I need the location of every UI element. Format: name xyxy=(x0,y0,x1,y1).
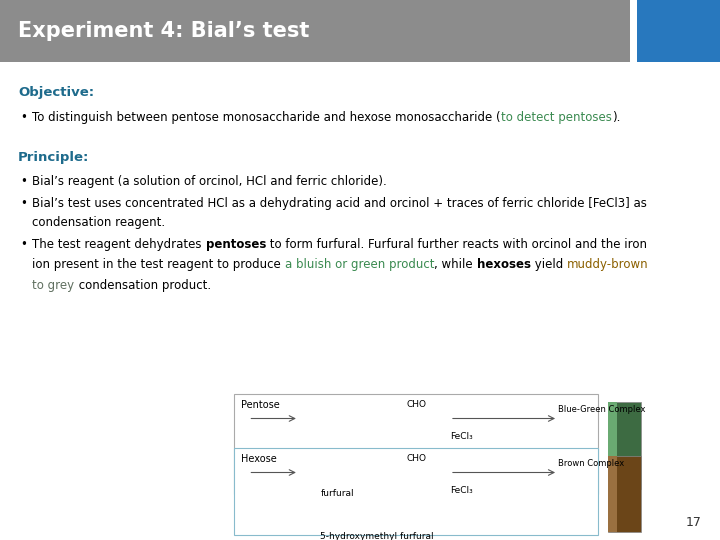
Text: CHO: CHO xyxy=(407,454,427,463)
Text: •: • xyxy=(20,238,27,251)
Text: CHO: CHO xyxy=(407,400,427,409)
Text: Hexose: Hexose xyxy=(241,454,277,464)
Text: Brown Complex: Brown Complex xyxy=(558,459,624,468)
Bar xyxy=(608,402,641,489)
Text: a bluish or green product: a bluish or green product xyxy=(285,258,434,271)
Text: to grey: to grey xyxy=(32,279,75,292)
Text: , while: , while xyxy=(434,258,477,271)
Text: FeCl₃: FeCl₃ xyxy=(450,432,473,441)
Text: Bial’s test uses concentrated HCl as a dehydrating acid and orcinol + traces of : Bial’s test uses concentrated HCl as a d… xyxy=(32,197,647,210)
Text: To distinguish between pentose monosaccharide and hexose monosaccharide (: To distinguish between pentose monosacch… xyxy=(32,111,501,124)
Text: to detect pentoses: to detect pentoses xyxy=(501,111,612,124)
Text: 5-hydroxymethyl furfural: 5-hydroxymethyl furfural xyxy=(320,532,434,540)
Text: •: • xyxy=(20,111,27,124)
Bar xyxy=(608,456,641,532)
Text: •: • xyxy=(20,176,27,188)
Text: Pentose: Pentose xyxy=(241,400,280,410)
Bar xyxy=(0,0,630,62)
Text: furfural: furfural xyxy=(320,489,354,498)
Text: Objective:: Objective: xyxy=(18,86,94,99)
Text: condensation product.: condensation product. xyxy=(75,279,211,292)
Bar xyxy=(608,456,617,532)
Text: to form furfural. Furfural further reacts with orcinol and the iron: to form furfural. Furfural further react… xyxy=(266,238,647,251)
Text: condensation reagent.: condensation reagent. xyxy=(32,216,166,229)
Bar xyxy=(234,448,598,535)
Text: 17: 17 xyxy=(686,516,702,529)
Text: Blue-Green Complex: Blue-Green Complex xyxy=(558,405,646,414)
Text: ).: ). xyxy=(612,111,620,124)
Bar xyxy=(234,394,598,494)
Text: •: • xyxy=(20,197,27,210)
Text: ion present in the test reagent to produce: ion present in the test reagent to produ… xyxy=(32,258,285,271)
Bar xyxy=(637,0,720,62)
Text: Experiment 4: Bial’s test: Experiment 4: Bial’s test xyxy=(18,21,310,41)
Text: yield: yield xyxy=(531,258,567,271)
Text: pentoses: pentoses xyxy=(206,238,266,251)
Text: Bial’s reagent (a solution of orcinol, HCl and ferric chloride).: Bial’s reagent (a solution of orcinol, H… xyxy=(32,176,387,188)
Text: FeCl₃: FeCl₃ xyxy=(450,486,473,495)
Text: hexoses: hexoses xyxy=(477,258,531,271)
Text: Principle:: Principle: xyxy=(18,151,89,164)
Text: muddy-brown: muddy-brown xyxy=(567,258,649,271)
Text: The test reagent dehydrates: The test reagent dehydrates xyxy=(32,238,206,251)
Bar xyxy=(608,402,617,489)
